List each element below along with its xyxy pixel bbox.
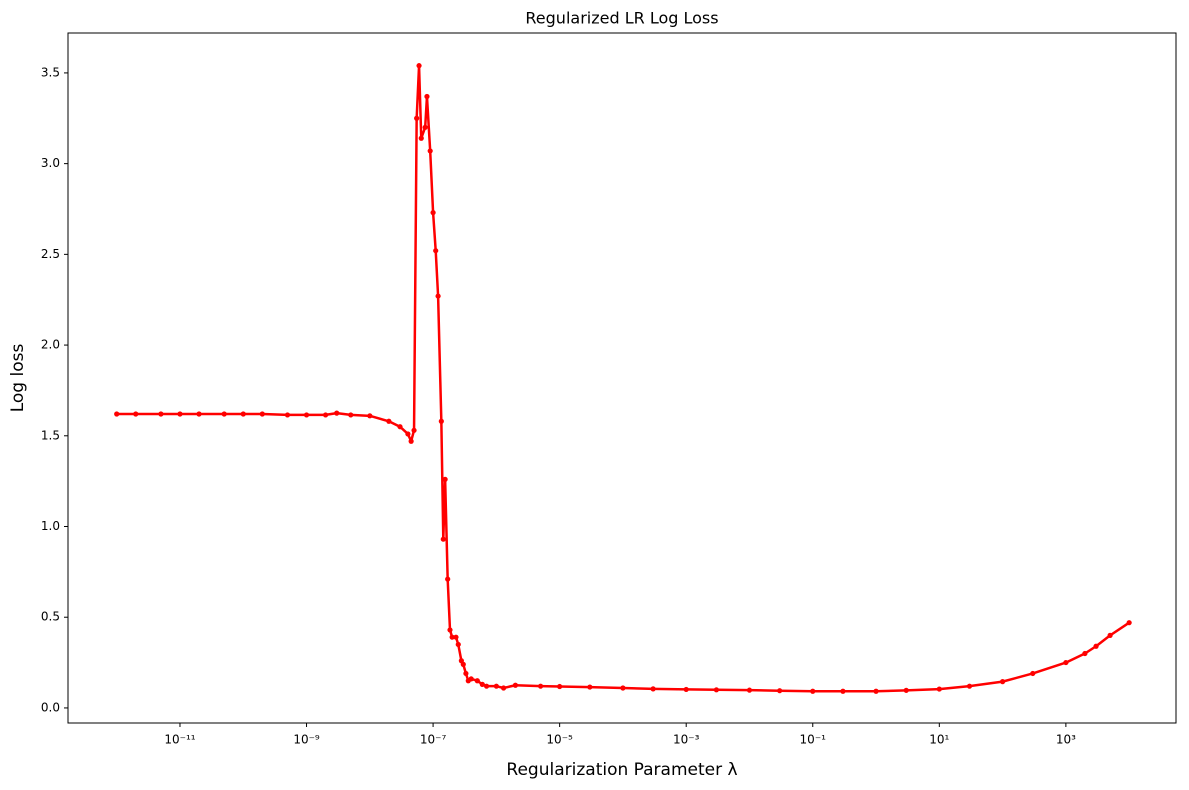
data-point [1093,643,1099,649]
y-tick-label: 1.5 [41,428,60,442]
data-point [322,412,329,418]
data-point [620,685,626,691]
x-axis-label: Regularization Parameter λ [506,760,737,780]
data-point [966,683,973,689]
data-point [463,670,469,677]
y-tick-label: 0.0 [41,700,60,714]
data-point [1107,632,1113,638]
x-tick-label: 10¹ [929,733,949,747]
data-point [650,686,656,692]
data-point [453,634,459,640]
x-tick-label: 10⁻⁷ [420,733,447,747]
data-point [557,683,563,690]
data-point [424,93,430,100]
data-point [259,411,265,417]
data-point [397,424,403,430]
data-point [455,641,461,648]
data-point [1126,620,1132,626]
data-point [873,688,879,694]
data-point [746,687,753,693]
y-tick-label: 3.0 [41,156,60,170]
data-point [587,684,593,690]
data-point [133,411,139,417]
data-point [177,411,183,417]
data-point [840,688,846,694]
chart-title: Regularized LR Log Loss [525,9,718,28]
data-point [1030,670,1036,677]
data-point [303,412,310,418]
data-point [418,135,424,141]
data-point [442,476,448,482]
data-point [411,427,417,433]
data-point [367,413,373,419]
x-tick-label: 10⁻¹¹ [164,733,195,747]
y-tick-label: 1.0 [41,519,60,533]
data-point [460,661,466,667]
data-point [435,293,441,299]
data-point [810,688,816,694]
data-point [240,411,246,417]
plot-frame [67,32,1177,724]
data-point [422,124,428,130]
x-tick-label: 10⁻⁵ [546,733,573,747]
data-point [433,248,439,254]
data-point [903,687,909,693]
data-point [334,410,340,416]
x-tick-label: 10⁻³ [673,733,700,747]
data-point [114,411,120,417]
data-point [512,682,519,688]
data-point [683,686,689,693]
data-point [408,438,414,444]
data-point [474,678,480,684]
x-tick-label: 10⁻¹ [800,733,827,747]
data-point [713,687,719,693]
data-point [936,686,942,692]
data-point [438,418,444,424]
y-axis-label: Log loss [8,344,28,413]
data-point [427,148,433,154]
y-tick-label: 2.0 [41,338,60,352]
data-point [500,685,507,691]
data-point [777,688,783,694]
data-point [284,412,291,418]
data-point [537,683,544,689]
data-point [405,431,411,437]
data-point [1082,650,1088,657]
data-point [440,536,446,542]
data-point [468,676,474,682]
x-tick-label: 10⁻⁹ [293,733,320,747]
data-line [116,64,1130,693]
data-point [386,418,392,424]
x-tick-label: 10³ [1056,733,1076,747]
data-point [221,411,227,417]
data-point [483,683,490,689]
y-tick-label: 3.5 [41,65,60,79]
data-point [449,634,455,640]
data-point [447,627,453,633]
data-point [416,63,422,69]
data-point [196,411,202,417]
y-tick-label: 2.5 [41,247,60,261]
data-point [479,681,485,687]
y-tick-label: 0.5 [41,610,60,624]
data-point [430,210,436,216]
data-point [999,679,1006,685]
data-point [493,683,499,689]
data-point [1063,659,1069,666]
data-point [414,115,420,121]
data-point [445,576,451,582]
data-point [158,411,164,417]
data-point [348,412,354,418]
